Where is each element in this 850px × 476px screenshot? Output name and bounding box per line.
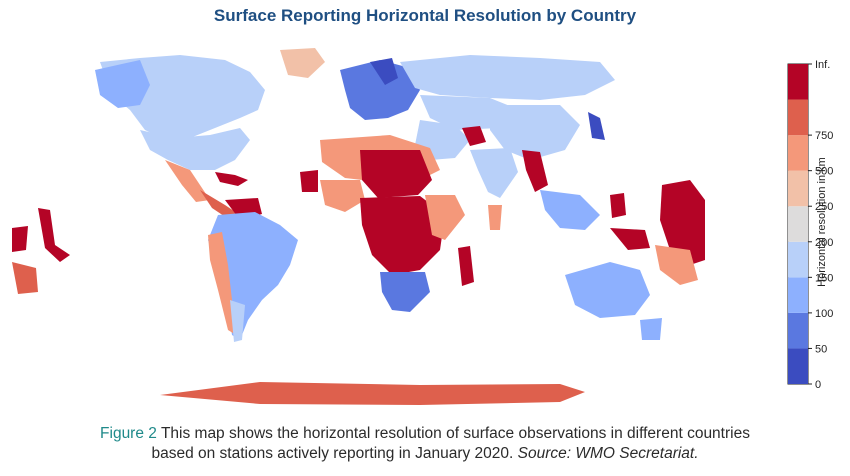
region-mexico — [165, 160, 210, 202]
region-usa — [140, 128, 250, 170]
region-se-asia — [540, 190, 600, 230]
map-title: Surface Reporting Horizontal Resolution … — [213, 6, 637, 25]
colorbar-tick-label: 200 — [815, 237, 833, 249]
region-pacific-1 — [12, 226, 28, 252]
colorbar: 0 50 100 150 200 250 500 750 Inf. — [787, 59, 833, 391]
region-pacific-2 — [38, 208, 70, 262]
region-australia — [565, 262, 650, 318]
region-japan — [588, 112, 605, 140]
region-west-africa-tip — [300, 170, 318, 192]
region-pacific-east-2 — [655, 245, 698, 285]
world-choropleth-map — [12, 48, 705, 405]
colorbar-tick-label: 150 — [815, 272, 833, 284]
caption-line2: based on stations actively reporting in … — [151, 445, 514, 462]
caption-source: Source: WMO Secretariat. — [517, 445, 699, 462]
region-patagonia — [230, 300, 245, 342]
colorbar-bin — [788, 64, 808, 100]
colorbar-bin — [788, 206, 808, 242]
colorbar-bin — [788, 312, 808, 349]
region-west-africa — [320, 180, 365, 212]
region-png — [610, 228, 650, 250]
region-antarctica — [160, 382, 585, 405]
region-myanmar — [522, 150, 548, 192]
region-caribbean — [215, 172, 248, 186]
region-europe — [340, 60, 420, 120]
region-sahel — [360, 150, 432, 198]
colorbar-bin — [788, 348, 808, 384]
colorbar-bin — [788, 99, 808, 136]
figure-caption: Figure 2 This map shows the horizontal r… — [0, 424, 850, 464]
region-russia — [400, 55, 615, 100]
region-pacific-3 — [12, 262, 38, 294]
region-borneo-spot — [610, 193, 626, 218]
region-new-zealand — [640, 318, 662, 340]
colorbar-tick-label: 100 — [815, 308, 833, 320]
colorbar-tick-label: 0 — [815, 379, 821, 391]
region-seychelles — [488, 205, 502, 230]
region-alaska — [95, 60, 150, 108]
region-madagascar — [458, 246, 474, 286]
region-india — [470, 148, 518, 198]
colorbar-tick-label: Inf. — [815, 59, 830, 71]
colorbar-tick-label: 250 — [815, 201, 833, 213]
region-central-africa — [360, 196, 445, 275]
colorbar-tick-label: 500 — [815, 166, 833, 178]
region-greenland — [280, 48, 325, 78]
region-pacific-east — [660, 180, 705, 265]
colorbar-bin — [788, 170, 808, 207]
colorbar-bin — [788, 241, 808, 278]
region-scandinavia — [370, 58, 398, 85]
caption-line1: This map shows the horizontal resolution… — [160, 425, 750, 442]
colorbar-tick-label: 50 — [815, 343, 827, 355]
region-andes — [208, 232, 236, 335]
region-east-africa — [425, 195, 465, 240]
colorbar-bin — [788, 135, 808, 171]
colorbar-tick-label: 750 — [815, 130, 833, 142]
region-afghanistan — [462, 126, 486, 146]
region-central-america — [200, 190, 240, 220]
region-southern-africa — [380, 272, 430, 312]
colorbar-bin — [788, 277, 808, 313]
region-china — [490, 105, 580, 160]
figure-label: Figure 2 — [100, 425, 157, 442]
colorbar-axis-label: Horizontal resolution in km — [816, 157, 828, 287]
